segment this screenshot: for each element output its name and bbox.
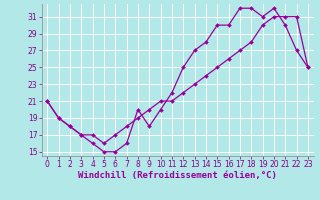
X-axis label: Windchill (Refroidissement éolien,°C): Windchill (Refroidissement éolien,°C) [78,171,277,180]
